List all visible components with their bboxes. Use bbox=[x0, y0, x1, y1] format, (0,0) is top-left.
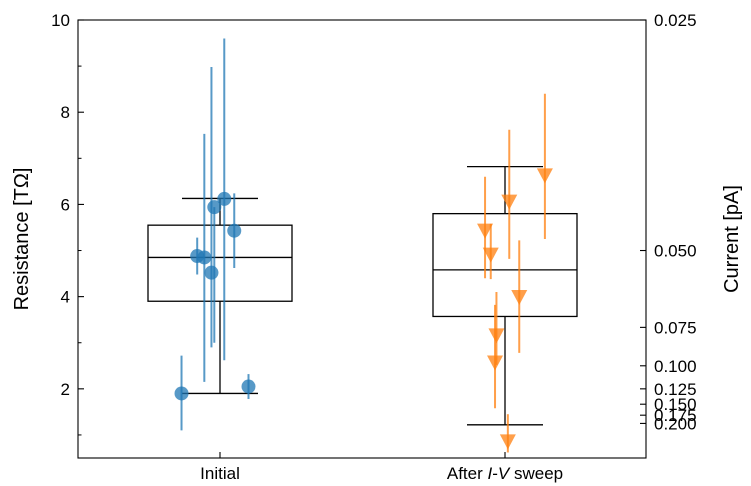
y2-axis-label: Current [pA] bbox=[721, 185, 743, 293]
data-point-triangle bbox=[511, 290, 528, 306]
y-tick-label: 8 bbox=[61, 103, 70, 122]
box-iqr bbox=[432, 212, 578, 318]
y-axis-label: Resistance [TΩ] bbox=[11, 168, 33, 311]
y-tick-label: 6 bbox=[61, 195, 70, 214]
y2-tick-label: 0.025 bbox=[654, 11, 697, 30]
data-point-circle bbox=[204, 265, 219, 280]
plot-frame bbox=[77, 19, 647, 459]
box-after bbox=[432, 165, 578, 426]
data-point-circle bbox=[197, 250, 212, 265]
series-after bbox=[477, 93, 553, 453]
data-point-circle bbox=[207, 200, 222, 215]
box-iqr bbox=[147, 224, 293, 302]
data-point-circle bbox=[227, 223, 242, 238]
y2-tick-label: 0.075 bbox=[654, 318, 697, 337]
data-point-triangle bbox=[536, 168, 553, 184]
data-point-circle bbox=[217, 191, 232, 206]
data-point-circle bbox=[241, 379, 256, 394]
series-initial bbox=[174, 38, 256, 431]
axes: 2 4 6 8 10 0.025 0.050 0.075 0.100 0.1250.1500.17… bbox=[51, 11, 697, 458]
data-point-circle bbox=[174, 386, 189, 401]
y2-tick-label: 0.125 bbox=[654, 380, 697, 399]
y2-tick-label: 0.200 bbox=[654, 414, 697, 433]
x-tick-label-initial: Initial bbox=[200, 464, 240, 483]
data-point-triangle bbox=[499, 434, 516, 450]
y-tick-label: 10 bbox=[51, 11, 70, 30]
y-tick-label: 2 bbox=[61, 380, 70, 399]
y2-tick-label: 0.150 bbox=[654, 395, 697, 414]
data-point-triangle bbox=[501, 194, 518, 210]
y2-tick-label: 0.050 bbox=[654, 242, 697, 261]
data-point-triangle bbox=[482, 247, 499, 263]
data-point-triangle bbox=[488, 328, 505, 344]
y2-tick-label: 0.100 bbox=[654, 357, 697, 376]
data-point-triangle bbox=[477, 223, 494, 239]
data-point-triangle bbox=[487, 355, 504, 371]
x-tick-label-after: After I-V sweep bbox=[447, 464, 563, 483]
y-tick-label: 4 bbox=[61, 288, 70, 307]
plot-content bbox=[147, 38, 578, 453]
y2-tick-label: 0.175 bbox=[654, 406, 697, 425]
